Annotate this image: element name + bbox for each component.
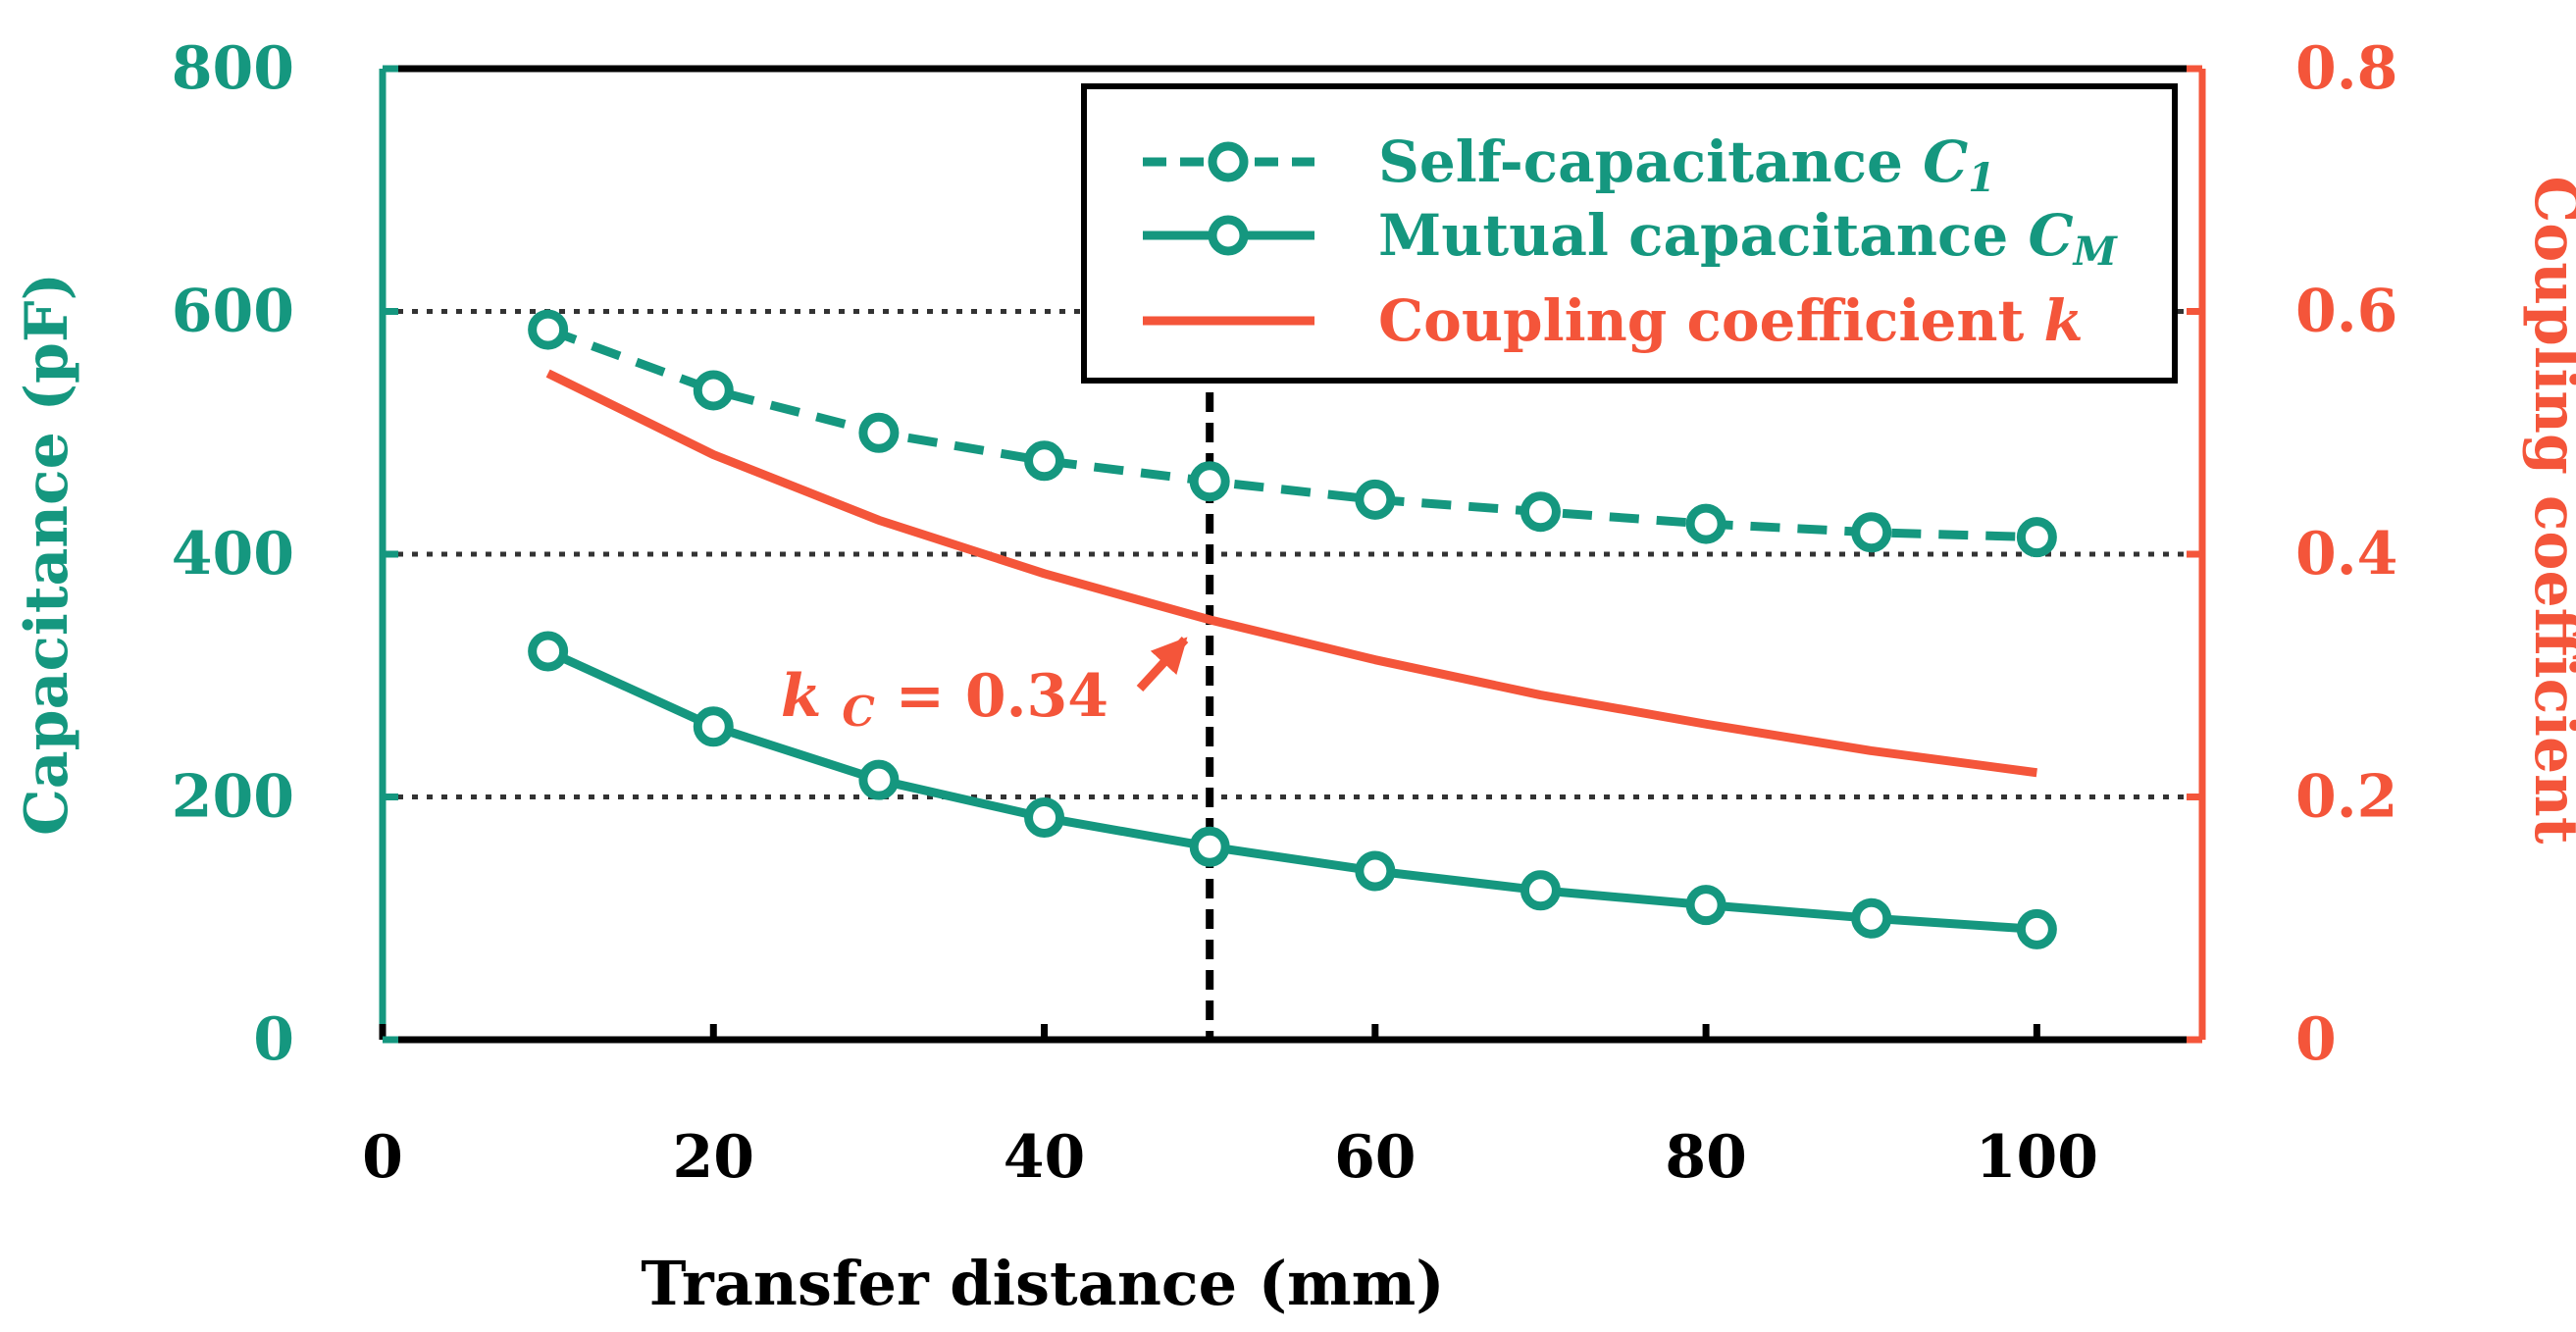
legend: Self-capacitance C1 Mutual capacitance C… <box>1081 83 2178 384</box>
right-y-tick-label: 0.8 <box>2295 34 2397 103</box>
x-tick-label: 80 <box>1665 1123 1747 1192</box>
series-coupling-coefficient <box>545 369 2037 778</box>
left-y-axis-title: Capacitance (pF) <box>13 273 81 836</box>
right-y-tick-label: 0.2 <box>2295 763 2397 832</box>
series-layer <box>528 309 2057 949</box>
right-y-tick-label: 0.6 <box>2295 278 2397 346</box>
legend-item-self-capacitance: Self-capacitance C1 <box>1143 128 1995 201</box>
data-point <box>1355 850 1396 892</box>
data-point <box>1024 797 1065 839</box>
legend-marker <box>1208 215 1249 256</box>
legend-label: Self-capacitance C1 <box>1378 128 1995 201</box>
series-line <box>545 369 2037 778</box>
legend-label-text: Self-capacitance <box>1378 128 1923 195</box>
data-point <box>1520 870 1561 911</box>
data-point <box>1851 897 1892 939</box>
legend-label: Mutual capacitance CM <box>1378 202 2119 275</box>
legend-marker <box>1208 141 1249 182</box>
x-tick-label: 0 <box>362 1123 403 1192</box>
legend-label-text: Coupling coefficient <box>1378 287 2044 354</box>
data-point <box>1685 503 1726 544</box>
x-tick-label: 20 <box>673 1123 755 1192</box>
x-tick-label: 60 <box>1334 1123 1417 1192</box>
data-point <box>1685 885 1726 926</box>
right-y-tick-label: 0 <box>2295 1005 2337 1074</box>
data-point <box>1520 491 1561 533</box>
legend-label-symbol: C <box>1923 128 1968 195</box>
data-point <box>1355 479 1396 520</box>
annotation-symbol: k <box>781 662 822 731</box>
annotation-label: k C = 0.34 <box>781 662 1108 741</box>
legend-label-symbol: k <box>2044 287 2084 354</box>
x-axis-title: Transfer distance (mm) <box>641 1248 1444 1319</box>
legend-label-symbol: C <box>2028 202 2073 269</box>
annotation-subscript: C <box>842 688 875 736</box>
legend-label-subscript: 1 <box>1968 155 1995 201</box>
data-point <box>2016 517 2057 558</box>
legend-item-mutual-capacitance: Mutual capacitance CM <box>1143 202 2119 275</box>
annotation-value: = 0.34 <box>896 662 1108 731</box>
left-y-tick-label: 200 <box>172 763 294 832</box>
data-point <box>528 631 569 672</box>
series-mutual-capacitance <box>528 631 2057 949</box>
x-tick-label: 40 <box>1004 1123 1086 1192</box>
right-y-axis-title: Coupling coefficient <box>2521 176 2576 844</box>
left-y-tick-label: 400 <box>172 520 294 589</box>
data-point <box>858 412 900 453</box>
data-point <box>693 370 734 411</box>
right-y-tick-label: 0.4 <box>2295 520 2397 589</box>
legend-label-subscript: M <box>2072 229 2119 275</box>
series-line <box>545 646 2037 934</box>
data-point <box>1189 826 1230 867</box>
annotation-arrow <box>1136 636 1189 692</box>
x-tick-label: 100 <box>1976 1123 2098 1192</box>
left-y-tick-label: 800 <box>172 34 294 103</box>
data-point <box>693 706 734 747</box>
data-point <box>1024 440 1065 482</box>
data-point <box>1189 461 1230 502</box>
ticks-layer: 0 20 40 60 80 100 0 200 400 600 800 0 0.2 0.4 0.6 0.8 <box>172 34 2398 1192</box>
grid-layer <box>383 309 2202 799</box>
data-point <box>1851 512 1892 553</box>
left-y-tick-label: 600 <box>172 278 294 346</box>
data-point <box>2016 908 2057 949</box>
kc-annotation: k C = 0.34 <box>781 636 1189 741</box>
series-line <box>546 325 2037 542</box>
left-y-tick-label: 0 <box>253 1005 294 1074</box>
legend-item-coupling-coefficient: Coupling coefficient k <box>1143 287 2084 354</box>
series-self-capacitance <box>528 309 2057 558</box>
data-point <box>858 759 900 800</box>
data-point <box>528 309 569 350</box>
legend-label-text: Mutual capacitance <box>1378 202 2028 269</box>
legend-label: Coupling coefficient k <box>1378 287 2084 354</box>
